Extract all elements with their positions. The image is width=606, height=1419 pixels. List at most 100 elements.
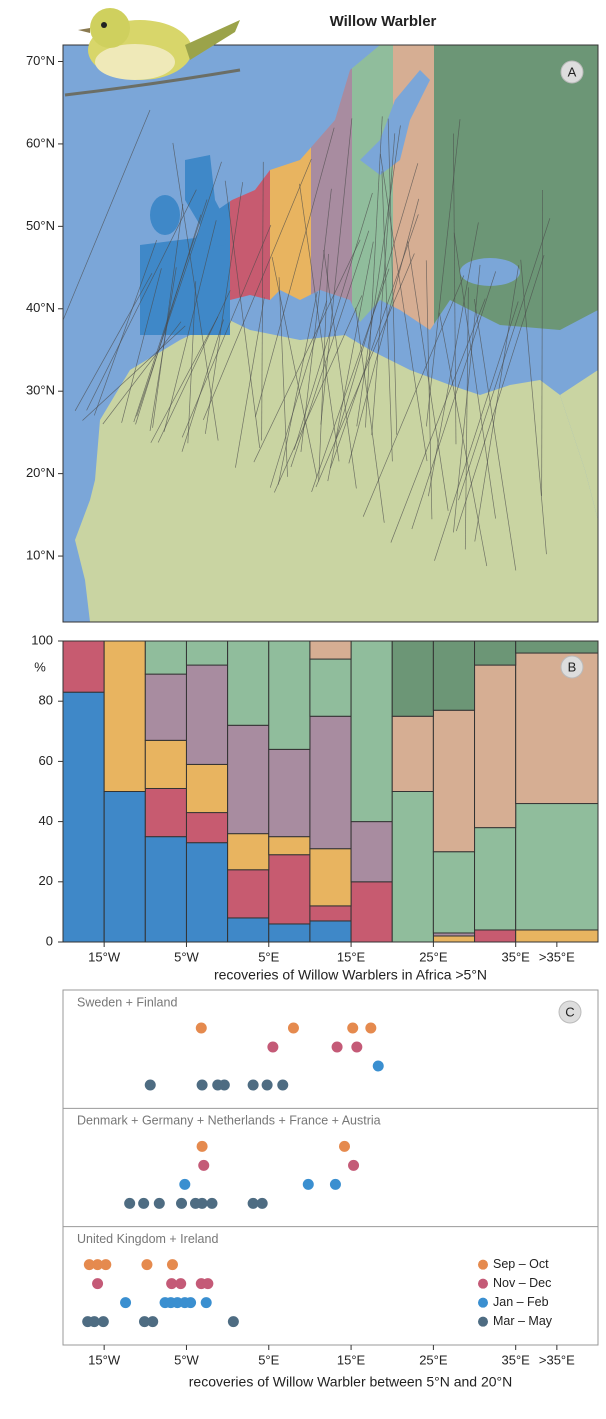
dot — [200, 1297, 212, 1309]
dot — [227, 1316, 239, 1328]
dot — [141, 1259, 153, 1271]
x-tick-label: 5°E — [258, 1352, 279, 1367]
track — [323, 249, 357, 489]
track — [278, 277, 288, 477]
x-tick-label: 25°E — [419, 1352, 448, 1367]
x-tick-label: 15°E — [337, 949, 366, 964]
dot — [351, 1041, 363, 1053]
recovery-tracks — [63, 109, 551, 571]
track — [311, 268, 390, 493]
track — [458, 218, 551, 501]
bar-segment — [268, 854, 311, 925]
track — [224, 180, 261, 448]
track — [121, 268, 162, 423]
track — [425, 260, 433, 520]
track — [86, 189, 197, 411]
dot — [247, 1079, 259, 1091]
bird-tail — [185, 20, 240, 60]
bar-segment — [391, 791, 434, 943]
dot — [83, 1259, 95, 1271]
y-tick-label: 20 — [39, 873, 53, 888]
dot — [166, 1259, 178, 1271]
track — [181, 224, 272, 438]
panel-label: A — [568, 64, 577, 79]
legend-swatch — [478, 1297, 488, 1308]
track — [355, 307, 385, 523]
track — [381, 171, 393, 462]
track — [365, 116, 383, 428]
panel-label: C — [565, 1004, 574, 1019]
dot — [175, 1278, 187, 1290]
dot — [144, 1079, 156, 1091]
bar-segment — [144, 787, 187, 838]
panel-badge — [558, 1000, 582, 1024]
track — [428, 222, 479, 497]
y-tick-label: 70°N — [26, 53, 55, 68]
track — [63, 109, 151, 322]
track — [318, 253, 329, 482]
track — [163, 220, 217, 432]
legend-label: Nov – Dec — [493, 1276, 551, 1290]
track — [93, 240, 157, 416]
x-tick-label: 35°E — [502, 949, 531, 964]
track — [261, 161, 264, 441]
legend-label: Sep – Oct — [493, 1257, 549, 1271]
bar-segment — [350, 821, 393, 883]
y-tick-label: 60°N — [26, 135, 55, 150]
bar-segment — [391, 640, 434, 717]
track — [387, 118, 398, 435]
bar-segment — [515, 652, 599, 805]
bar-segment — [103, 791, 146, 943]
track — [541, 190, 543, 496]
dot — [196, 1079, 208, 1091]
track — [187, 281, 197, 444]
dot — [138, 1197, 150, 1209]
map — [63, 45, 598, 622]
bar-segment — [144, 739, 187, 789]
dot — [218, 1079, 230, 1091]
track — [348, 198, 420, 464]
track — [150, 316, 219, 443]
track — [335, 163, 419, 440]
track — [135, 214, 202, 425]
bar-segment — [268, 923, 311, 943]
branch — [64, 68, 241, 97]
track — [453, 232, 496, 519]
x-axis-label: recoveries of Willow Warblers in Africa … — [214, 967, 487, 983]
track — [157, 290, 231, 443]
bar-segment — [432, 935, 476, 943]
group-title: Denmark + Germany + Netherlands + France… — [77, 1114, 381, 1128]
bar-segment — [227, 917, 270, 943]
dot — [302, 1178, 314, 1190]
dot — [347, 1022, 359, 1034]
y-tick-label: 0 — [46, 933, 53, 948]
track — [455, 255, 545, 532]
dot — [176, 1197, 188, 1209]
bar-segment — [144, 640, 187, 675]
bar-segment — [185, 640, 229, 666]
y-tick-label: 30°N — [26, 383, 55, 398]
track — [434, 301, 519, 561]
bar-segment — [185, 763, 229, 814]
dot — [365, 1022, 377, 1034]
bar-segment — [309, 715, 352, 850]
dot — [138, 1316, 150, 1328]
track — [464, 287, 469, 550]
dot — [147, 1316, 159, 1328]
track — [293, 192, 373, 450]
track — [439, 312, 488, 567]
bar-segment — [144, 836, 187, 943]
y-tick-label: 50°N — [26, 218, 55, 233]
track — [235, 297, 265, 468]
dot — [287, 1022, 299, 1034]
bar-segment — [268, 836, 311, 856]
bar-segment — [227, 833, 270, 871]
dot — [372, 1060, 384, 1072]
great-britain — [185, 155, 228, 250]
bar-segment — [474, 827, 517, 931]
track — [474, 299, 517, 571]
bar-segment — [185, 812, 229, 844]
figure-title: Willow Warbler — [330, 13, 437, 30]
x-tick-label: >35°E — [539, 949, 575, 964]
